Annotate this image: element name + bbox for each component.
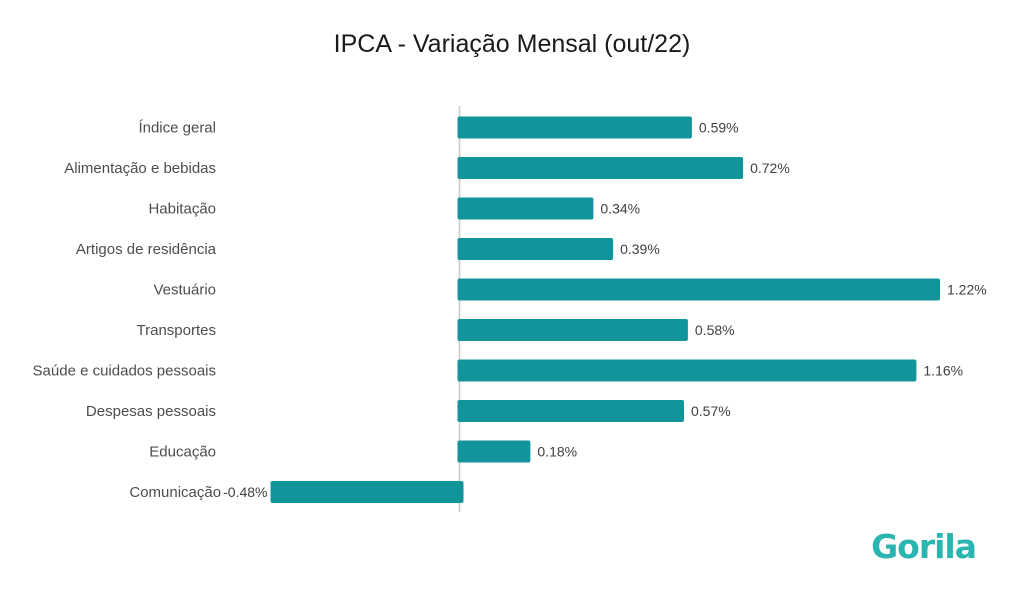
category-label: Educação: [149, 444, 216, 461]
bar-3: [457, 238, 614, 260]
value-label: 0.59%: [699, 120, 739, 136]
category-label: Vestuário: [153, 282, 216, 299]
category-label: Saúde e cuidados pessoais: [33, 363, 216, 380]
category-label: Artigos de residência: [76, 241, 217, 258]
value-label: 1.16%: [923, 363, 963, 379]
bar-8: [457, 440, 531, 463]
value-label: 0.58%: [695, 322, 735, 338]
category-label: Habitação: [148, 201, 216, 218]
value-label: 0.39%: [620, 241, 660, 257]
bar-1: [457, 157, 744, 179]
value-label: 1.22%: [947, 282, 987, 298]
bar-4: [457, 278, 940, 301]
bar-5: [457, 319, 688, 341]
bar-7: [457, 400, 684, 422]
category-label: Alimentação e bebidas: [64, 160, 216, 177]
value-label: 0.18%: [537, 444, 577, 460]
bar-6: [457, 359, 917, 382]
value-label: 0.34%: [600, 201, 640, 217]
chart-title: IPCA - Variação Mensal (out/22): [333, 30, 691, 58]
bar-9: [270, 481, 464, 503]
value-label: -0.48%: [223, 484, 267, 500]
gorila-logo: Gorila: [871, 527, 977, 566]
bar-2: [457, 197, 594, 220]
bar-0: [457, 116, 692, 139]
category-label: Comunicação: [129, 484, 221, 501]
category-label: Transportes: [137, 322, 216, 339]
value-label: 0.57%: [691, 403, 731, 419]
category-label: Despesas pessoais: [86, 403, 216, 420]
value-label: 0.72%: [750, 160, 790, 176]
category-label: Índice geral: [138, 120, 216, 137]
